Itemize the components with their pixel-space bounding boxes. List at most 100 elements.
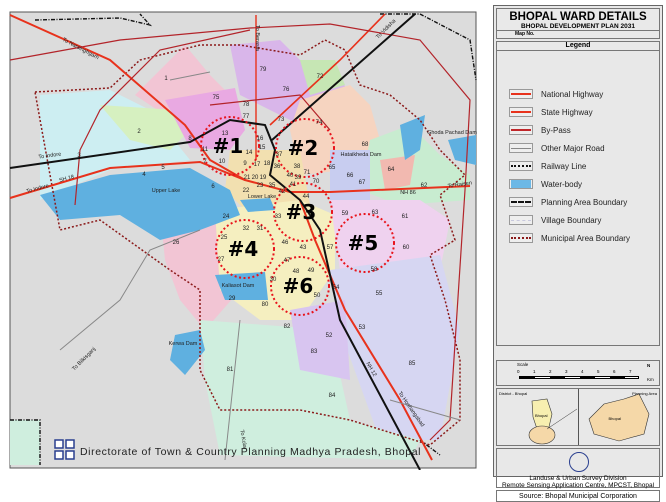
ward-map: #1 #2 #3 #4 #5 #6 Upper Lake Lower Lake Hataikh… <box>9 11 477 470</box>
place-label: Lower Lake <box>248 194 276 200</box>
legend-item: By-Pass <box>497 121 659 139</box>
ward-number: 85 <box>409 361 416 367</box>
zone-label: #5 <box>348 231 379 255</box>
zone-circle <box>270 256 330 316</box>
scale-label: Scale <box>517 362 529 367</box>
zone-label: #3 <box>286 200 317 224</box>
place-label: Hataikheda Dam <box>341 152 382 158</box>
scale-tick: 1 <box>533 369 536 374</box>
dtcp-logo-icon <box>54 439 75 460</box>
ward-number: 78 <box>243 102 250 108</box>
ward-number: 22 <box>243 188 250 194</box>
legend-label: State Highway <box>541 107 593 117</box>
scale-tick: 0 <box>517 369 520 374</box>
ward-number: 36 <box>274 164 281 170</box>
scale-tick: 5 <box>597 369 600 374</box>
place-label: To Kolar <box>238 429 247 450</box>
place-label: Kaliasot Dam <box>222 283 255 289</box>
legend: National Highway State Highway By-Pass Othe… <box>496 51 660 346</box>
legend-label: By-Pass <box>541 125 571 135</box>
place-label: Kerwa Dam <box>169 341 198 347</box>
place-label: Upper Lake <box>152 188 180 194</box>
ward-number: 18 <box>264 161 271 167</box>
legend-swatch-icon <box>509 89 533 99</box>
ward-number: 75 <box>213 95 220 101</box>
place-label: To Berasia <box>254 25 260 52</box>
credit-line2: Remote Sensing Application Centre, MPCST… <box>501 482 655 489</box>
ward-number: 44 <box>303 194 310 200</box>
ward-number: 84 <box>329 393 336 399</box>
map-title: BHOPAL WARD DETAILS <box>509 11 647 23</box>
place-label: To Indore <box>38 151 62 160</box>
ward-number: 10 <box>219 159 226 165</box>
north-arrow-icon: N <box>647 363 651 368</box>
ward-number: 31 <box>257 226 264 232</box>
ward-number: 58 <box>371 267 378 273</box>
ward-number: 46 <box>282 240 289 246</box>
legend-item: State Highway <box>497 103 659 121</box>
ward-number: 60 <box>403 245 410 251</box>
place-label: To Raisen <box>447 180 472 189</box>
ward-number: 57 <box>327 245 334 251</box>
legend-heading: Legend <box>496 41 660 51</box>
ward-number: 15 <box>259 145 266 151</box>
map-number: Map No. <box>497 30 659 38</box>
legend-item: National Highway <box>497 85 659 103</box>
ward-number: 62 <box>421 183 428 189</box>
ward-number: 47 <box>284 258 291 264</box>
ward-number: 52 <box>326 333 333 339</box>
zone-label: #4 <box>228 237 259 261</box>
legend-item: Village Boundary <box>497 211 659 229</box>
ward-number: 40 <box>287 173 294 179</box>
ward-number: 16 <box>257 136 264 142</box>
legend-label: Municipal Area Boundary <box>541 233 630 243</box>
legend-label: Railway Line <box>541 161 587 171</box>
ward-number: 7 <box>203 159 207 165</box>
ward-number: 70 <box>313 179 320 185</box>
ward-number: 14 <box>246 150 253 156</box>
ward-number: 55 <box>376 291 383 297</box>
ward-number: 32 <box>243 226 250 232</box>
ward-number: 42 <box>279 189 286 195</box>
ward-number: 33 <box>275 214 282 220</box>
ward-number: 35 <box>269 183 276 189</box>
inset-planning-label: Planning Area <box>632 391 657 396</box>
legend-swatch-icon <box>509 215 533 225</box>
ward-number: 76 <box>283 87 290 93</box>
zone-label: #2 <box>288 136 319 160</box>
ward-number: 3 <box>77 153 81 159</box>
ward-number: 81 <box>227 367 234 373</box>
ward-number: 83 <box>311 349 318 355</box>
location-inset: District - Bhopal Bhopal Planning Area B… <box>496 388 660 446</box>
ward-number: 38 <box>294 164 301 170</box>
ward-number: 11 <box>202 147 209 153</box>
legend-swatch-icon <box>509 107 533 117</box>
legend-swatch-icon <box>509 179 533 189</box>
zone-circle <box>335 213 395 273</box>
ward-number: 53 <box>359 325 366 331</box>
ward-number: 9 <box>243 161 247 167</box>
ward-number: 74 <box>316 120 323 126</box>
title-block: BHOPAL WARD DETAILS BHOPAL DEVELOPMENT P… <box>496 8 660 39</box>
legend-label: Village Boundary <box>541 215 602 225</box>
ward-number: 26 <box>173 240 180 246</box>
ward-number: 68 <box>362 142 369 148</box>
roads <box>9 13 471 461</box>
legend-label: Other Major Road <box>541 143 605 153</box>
legend-panel: BHOPAL WARD DETAILS BHOPAL DEVELOPMENT P… <box>493 5 663 502</box>
ward-number: 13 <box>222 131 229 137</box>
source: Source: Bhopal Municipal Corporation <box>496 490 660 502</box>
inset-district-name: Bhopal <box>535 413 548 418</box>
legend-swatch-icon <box>509 143 533 153</box>
zone-circle <box>275 118 335 178</box>
legend-item: Other Major Road <box>497 139 659 157</box>
scale-tick: 2 <box>549 369 552 374</box>
legend-swatch-icon <box>509 161 533 171</box>
ward-number: 20 <box>252 175 259 181</box>
legend-swatch-icon <box>509 197 533 207</box>
ward-number: 4 <box>142 172 146 178</box>
ward-number: 2 <box>137 129 141 135</box>
ward-number: 23 <box>257 183 264 189</box>
scale-unit: Km <box>647 377 654 382</box>
ward-number: 8 <box>188 136 192 142</box>
